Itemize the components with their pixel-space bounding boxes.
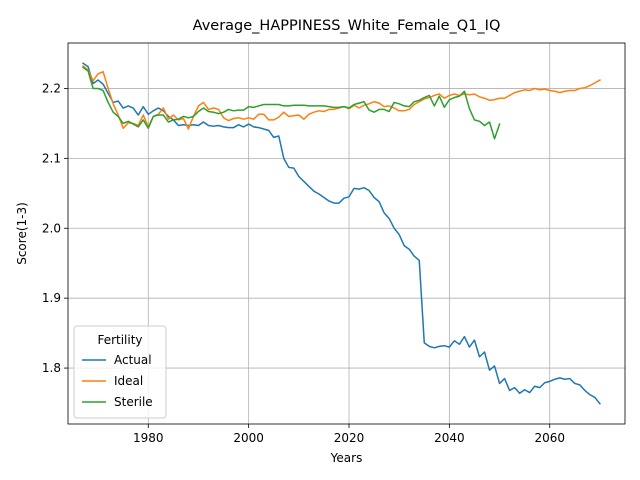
series-layer: [81, 62, 601, 405]
y-tick-label: 2.1: [42, 151, 61, 165]
grid-lines: [68, 43, 625, 424]
axis-ticks: 1980 2000 2020 2040 2060 1.8 1.9 2.0 2.1 2.2: [42, 81, 565, 445]
x-tick-label: 2060: [534, 431, 565, 445]
y-tick-label: 1.9: [42, 291, 61, 305]
chart-title: Average_HAPPINESS_White_Female_Q1_IQ: [193, 18, 501, 34]
y-tick-label: 2.0: [42, 221, 61, 235]
x-axis-label: Years: [330, 451, 363, 465]
x-tick-label: 1980: [133, 431, 164, 445]
legend-label-actual: Actual: [114, 353, 152, 367]
legend-label-ideal: Ideal: [114, 374, 143, 388]
y-tick-label: 1.8: [42, 361, 61, 375]
y-axis-label: Score(1-3): [15, 202, 29, 265]
series-line-sterile: [82, 66, 501, 140]
legend-box: [73, 325, 167, 419]
plot-frame: [67, 42, 626, 425]
y-tick-label: 2.2: [42, 81, 61, 95]
legend-title: Fertility: [97, 333, 142, 347]
legend: Fertility Actual Ideal Sterile: [73, 325, 167, 419]
x-tick-label: 2000: [233, 431, 264, 445]
legend-label-sterile: Sterile: [114, 395, 153, 409]
x-tick-label: 2020: [334, 431, 365, 445]
series-line-actual: [82, 62, 601, 405]
x-tick-label: 2040: [434, 431, 465, 445]
